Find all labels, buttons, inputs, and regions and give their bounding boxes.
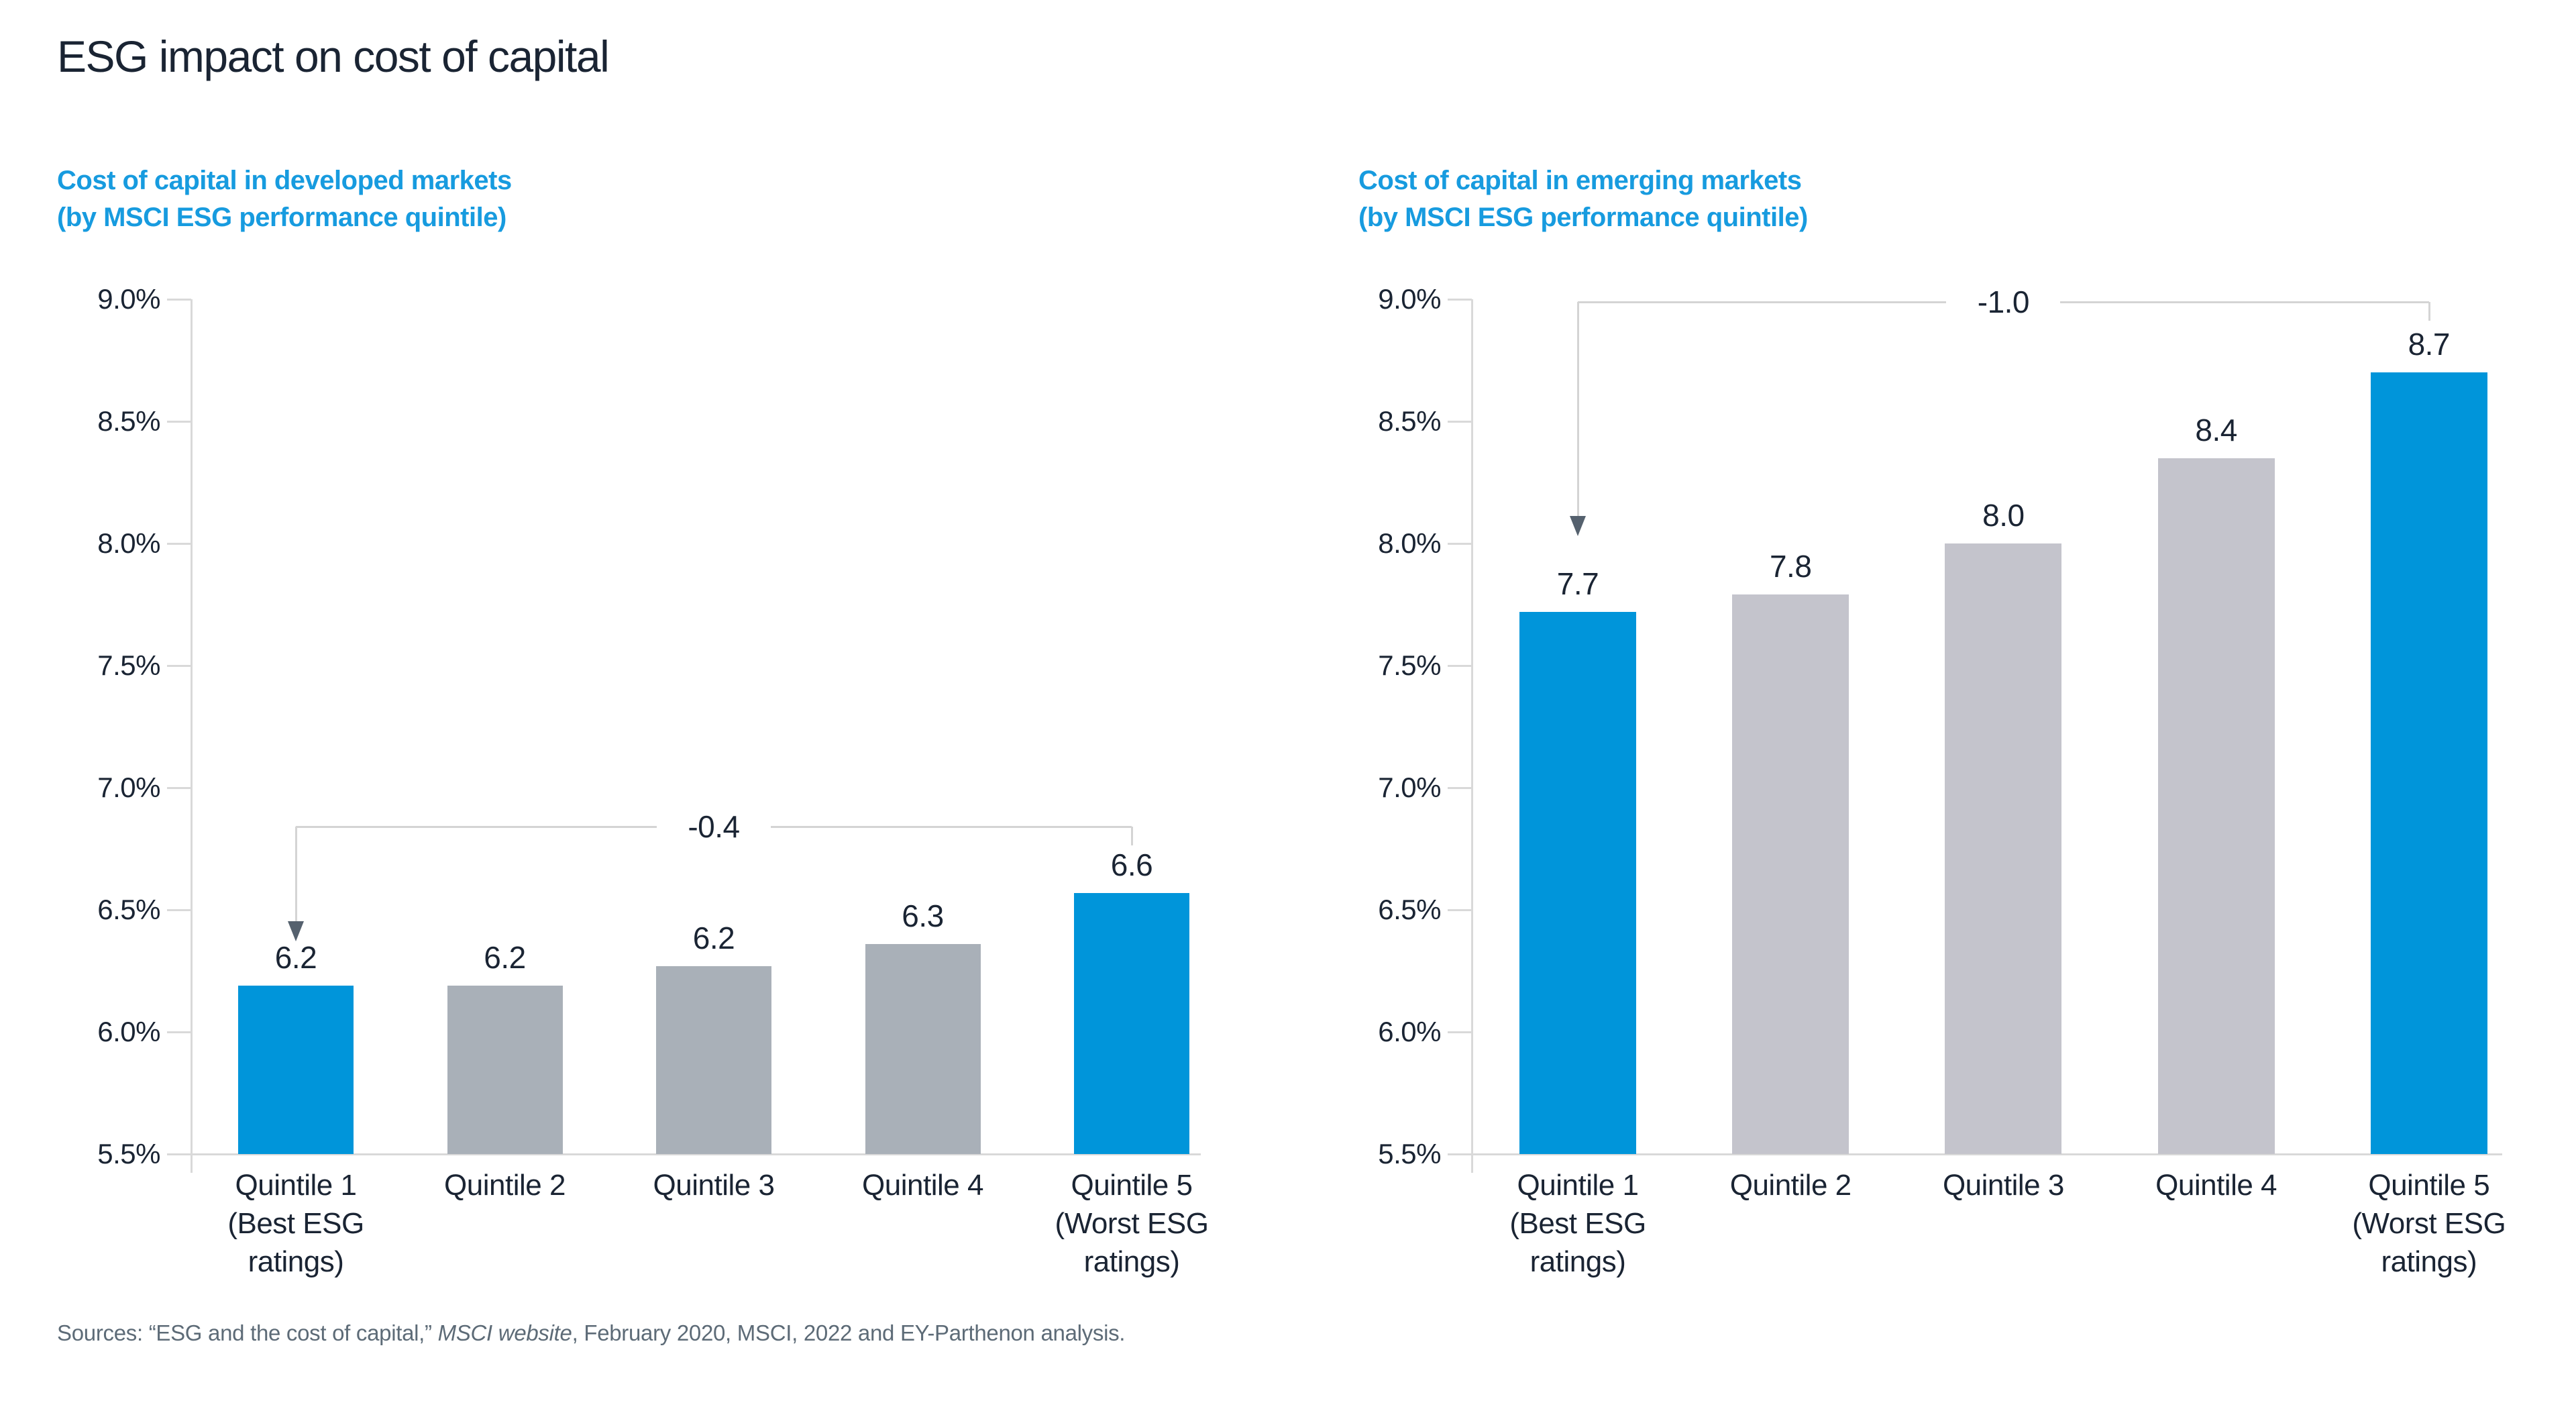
annotation-delta-label: -1.0 [1946,283,2061,320]
x-category-label: Quintile 4 [2155,1169,2277,1202]
annotation-arrow-line [295,827,297,922]
chart-subtitle-developed: Cost of capital in developed markets (by… [57,162,1224,236]
y-tick-label: 8.5% [97,405,160,437]
bar-value-label: 6.2 [692,920,735,955]
y-tick [167,665,191,667]
annotation-end-stub [1131,827,1133,846]
y-tick [167,787,191,789]
bar-value-label: 6.2 [484,939,526,975]
chart-emerging-markets: Cost of capital in emerging markets (by … [1358,162,2553,1343]
y-tick-label: 8.5% [1378,405,1441,437]
annotation-arrowhead-icon [1570,516,1586,537]
x-category-label: Quintile 5 (Worst ESG ratings) [1055,1169,1209,1278]
bar-value-label: 6.6 [1110,847,1153,882]
bar-quintile-5 [2370,372,2487,1154]
x-category-label: Quintile 2 [1729,1169,1851,1202]
subtitle-line2: (by MSCI ESG performance quintile) [57,203,506,232]
bar-value-label: 7.8 [1769,549,1812,584]
y-tick [1448,909,1472,911]
bar-quintile-4 [2157,458,2275,1154]
x-baseline [168,1153,1201,1155]
bar-plot-emerging: 9.0% 8.5% 8.0% 7.5% 7.0% 6.5% 6.0% 5.5% 7.7 Quint… [1358,283,2553,1278]
bar-value-label: 8.7 [2408,327,2451,362]
annotation-delta-label: -0.4 [657,808,771,845]
y-tick-label: 8.0% [1378,527,1441,559]
x-category-label: Quintile 3 [653,1169,775,1202]
bar-value-label: 6.3 [902,898,944,933]
y-tick [167,543,191,545]
bar-quintile-1 [238,985,354,1154]
chart-developed-markets: Cost of capital in developed markets (by… [57,162,1224,1343]
x-category-label: Quintile 2 [444,1169,566,1202]
sources-italic: MSCI website [437,1320,572,1345]
y-tick [1448,1031,1472,1033]
y-tick-label: 5.5% [97,1138,160,1169]
bar-quintile-2 [1732,594,1849,1154]
y-tick [1448,787,1472,789]
y-tick-label: 9.0% [97,283,160,315]
bar-quintile-1 [1519,611,1636,1154]
x-category-label: Quintile 1 (Best ESG ratings) [227,1169,364,1278]
y-tick-label: 8.0% [97,527,160,559]
y-axis-line [191,299,193,1173]
y-tick [1448,665,1472,667]
page-title: ESG impact on cost of capital [57,32,610,81]
y-tick-label: 9.0% [1378,283,1441,315]
chart-subtitle-emerging: Cost of capital in emerging markets (by … [1358,162,2553,236]
bar-plot-developed: 9.0% 8.5% 8.0% 7.5% 7.0% 6.5% 6.0% 5.5% 6.2 Quint… [57,283,1224,1278]
y-tick [167,909,191,911]
subtitle-line2: (by MSCI ESG performance quintile) [1358,203,1808,232]
sources-prefix: Sources: “ESG and the cost of capital,” [57,1320,438,1345]
y-tick [1448,421,1472,423]
y-tick-label: 5.5% [1378,1138,1441,1169]
bar-quintile-3 [1945,543,2062,1154]
sources-note: Sources: “ESG and the cost of capital,” … [57,1320,1125,1346]
annotation-end-stub [2428,301,2430,321]
y-tick-label: 6.0% [1378,1016,1441,1047]
x-baseline [1448,1153,2502,1155]
x-category-label: Quintile 5 (Worst ESG ratings) [2352,1169,2506,1278]
y-tick [167,421,191,423]
y-axis-line [1471,299,1473,1173]
x-category-label: Quintile 4 [862,1169,983,1202]
bar-value-label: 6.2 [274,939,317,975]
bar-quintile-3 [656,966,771,1154]
y-tick-label: 6.5% [1378,894,1441,925]
y-tick-label: 7.5% [1378,649,1441,681]
subtitle-line1: Cost of capital in developed markets [57,166,512,195]
bar-value-label: 8.0 [1982,498,2025,533]
y-tick [167,1031,191,1033]
x-category-label: Quintile 3 [1942,1169,2064,1202]
sources-suffix: , February 2020, MSCI, 2022 and EY-Parth… [572,1320,1126,1345]
bar-quintile-5 [1074,892,1189,1154]
y-tick-label: 7.0% [1378,772,1441,803]
bar-quintile-4 [865,943,981,1154]
y-tick-label: 7.5% [97,649,160,681]
annotation-arrowhead-icon [288,921,304,942]
y-tick-label: 6.0% [97,1016,160,1047]
y-tick [1448,543,1472,545]
y-tick [167,299,191,301]
subtitle-line1: Cost of capital in emerging markets [1358,166,1802,195]
y-tick-label: 6.5% [97,894,160,925]
x-category-label: Quintile 1 (Best ESG ratings) [1509,1169,1646,1278]
bar-value-label: 7.7 [1556,566,1599,601]
bar-value-label: 8.4 [2195,412,2237,448]
bar-quintile-2 [447,985,563,1154]
y-tick-label: 7.0% [97,772,160,803]
y-tick [1448,299,1472,301]
annotation-arrow-line [1577,301,1579,517]
